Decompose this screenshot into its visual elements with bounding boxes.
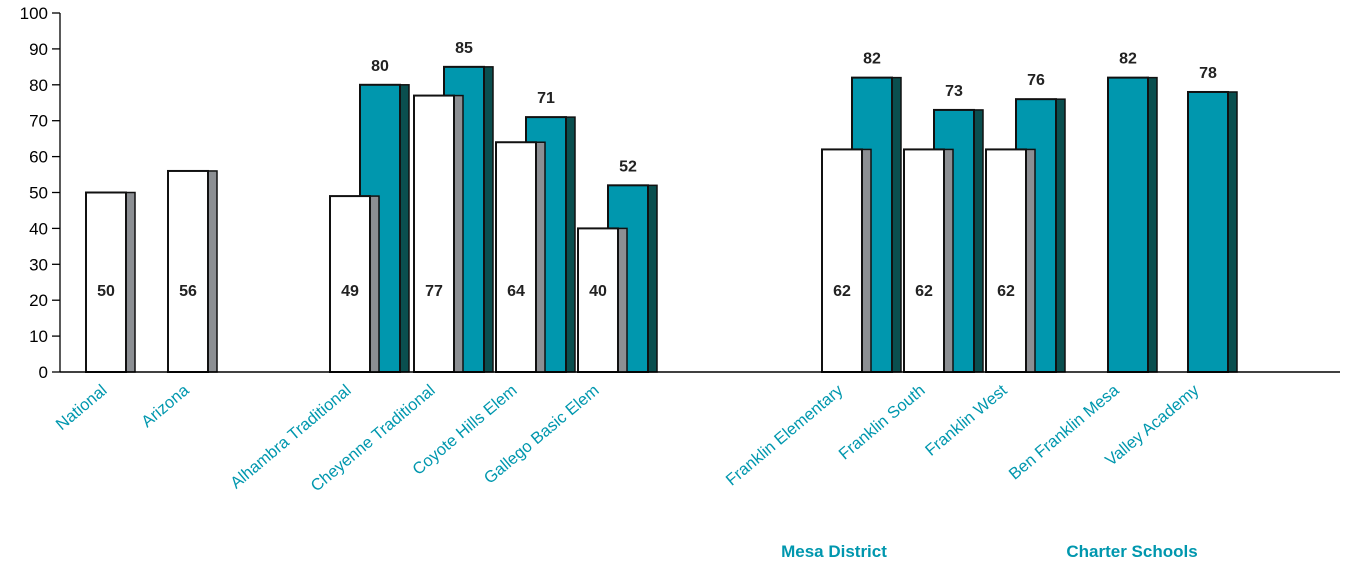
bar-white-coyote-hills-elem-front — [495, 141, 537, 373]
bar-white-franklin-south-front — [903, 148, 945, 373]
bar-white-coyote-hills-elem — [495, 141, 546, 373]
value-label-teal-franklin-elementary: 82 — [863, 51, 881, 68]
bar-white-franklin-elementary — [821, 148, 872, 373]
group-label-charter-schools: Charter Schools — [1066, 542, 1197, 561]
value-label-white-coyote-hills-elem: 64 — [507, 283, 525, 300]
value-label-white-gallego-basic-elem: 40 — [589, 283, 607, 300]
bar-teal-ben-franklin-mesa — [1107, 76, 1158, 374]
value-label-white-franklin-elementary: 62 — [833, 283, 851, 300]
y-tick-label-20: 20 — [29, 291, 48, 310]
value-label-teal-gallego-basic-elem: 52 — [619, 158, 637, 175]
value-label-white-franklin-south: 62 — [915, 283, 933, 300]
group-label-mesa-district: Mesa District — [781, 542, 887, 561]
y-tick-label-60: 60 — [29, 148, 48, 167]
y-tick-label-70: 70 — [29, 112, 48, 131]
y-tick-label-0: 0 — [39, 363, 48, 382]
x-tick-label-franklin-elementary: Franklin Elementary — [723, 381, 848, 490]
bar-teal-valley-academy-front — [1187, 90, 1229, 373]
bars — [85, 65, 1238, 374]
bar-white-gallego-basic-elem-front — [577, 227, 619, 373]
y-tick-label-10: 10 — [29, 327, 48, 346]
value-label-white-alhambra-traditional: 49 — [341, 283, 359, 300]
bar-teal-valley-academy — [1187, 90, 1238, 373]
y-tick-label-50: 50 — [29, 184, 48, 203]
x-tick-label-franklin-south: Franklin South — [836, 381, 929, 463]
value-label-white-arizona: 56 — [179, 283, 197, 300]
bar-white-franklin-west-front — [985, 148, 1027, 373]
bar-white-cheyenne-traditional-front — [413, 94, 455, 373]
value-label-teal-ben-franklin-mesa: 82 — [1119, 51, 1137, 68]
y-tick-label-90: 90 — [29, 40, 48, 59]
y-tick-label-40: 40 — [29, 219, 48, 238]
x-tick-label-national: National — [53, 381, 111, 434]
value-label-teal-franklin-west: 76 — [1027, 72, 1045, 89]
bar-white-cheyenne-traditional — [413, 94, 464, 373]
y-axis: 0 10 20 30 40 50 60 70 80 90 100 — [20, 4, 61, 382]
value-label-teal-franklin-south: 73 — [945, 83, 963, 100]
bar-white-national — [85, 191, 136, 373]
bar-white-arizona — [167, 169, 218, 373]
bar-white-franklin-elementary-front — [821, 148, 863, 373]
x-tick-label-franklin-west: Franklin West — [922, 381, 1011, 460]
y-tick-label-100: 100 — [20, 4, 48, 23]
bar-white-franklin-south — [903, 148, 954, 373]
group-labels: Mesa District Charter Schools — [781, 542, 1198, 561]
value-label-white-franklin-west: 62 — [997, 283, 1015, 300]
value-label-teal-alhambra-traditional: 80 — [371, 58, 389, 75]
value-label-white-national: 50 — [97, 283, 115, 300]
y-tick-label-30: 30 — [29, 255, 48, 274]
value-label-teal-cheyenne-traditional: 85 — [455, 40, 473, 57]
value-labels: 80 85 71 52 82 73 76 82 78 50 56 49 77 64 40 62 62 62 — [97, 40, 1217, 300]
bar-white-alhambra-traditional — [329, 195, 380, 373]
value-label-teal-coyote-hills-elem: 71 — [537, 90, 555, 107]
y-tick-label-80: 80 — [29, 76, 48, 95]
bar-white-gallego-basic-elem — [577, 227, 628, 373]
category-labels: National Arizona Alhambra TraditionalCheye… — [53, 381, 1204, 496]
bar-white-franklin-west — [985, 148, 1036, 373]
bar-white-arizona-front — [167, 169, 209, 373]
bar-teal-ben-franklin-mesa-front — [1107, 76, 1149, 374]
x-tick-label-arizona: Arizona — [138, 381, 193, 431]
value-label-teal-valley-academy: 78 — [1199, 65, 1217, 82]
value-label-white-cheyenne-traditional: 77 — [425, 283, 443, 300]
bar-white-alhambra-traditional-front — [329, 195, 371, 373]
x-tick-label-ben-franklin-mesa: Ben Franklin Mesa — [1006, 381, 1124, 484]
